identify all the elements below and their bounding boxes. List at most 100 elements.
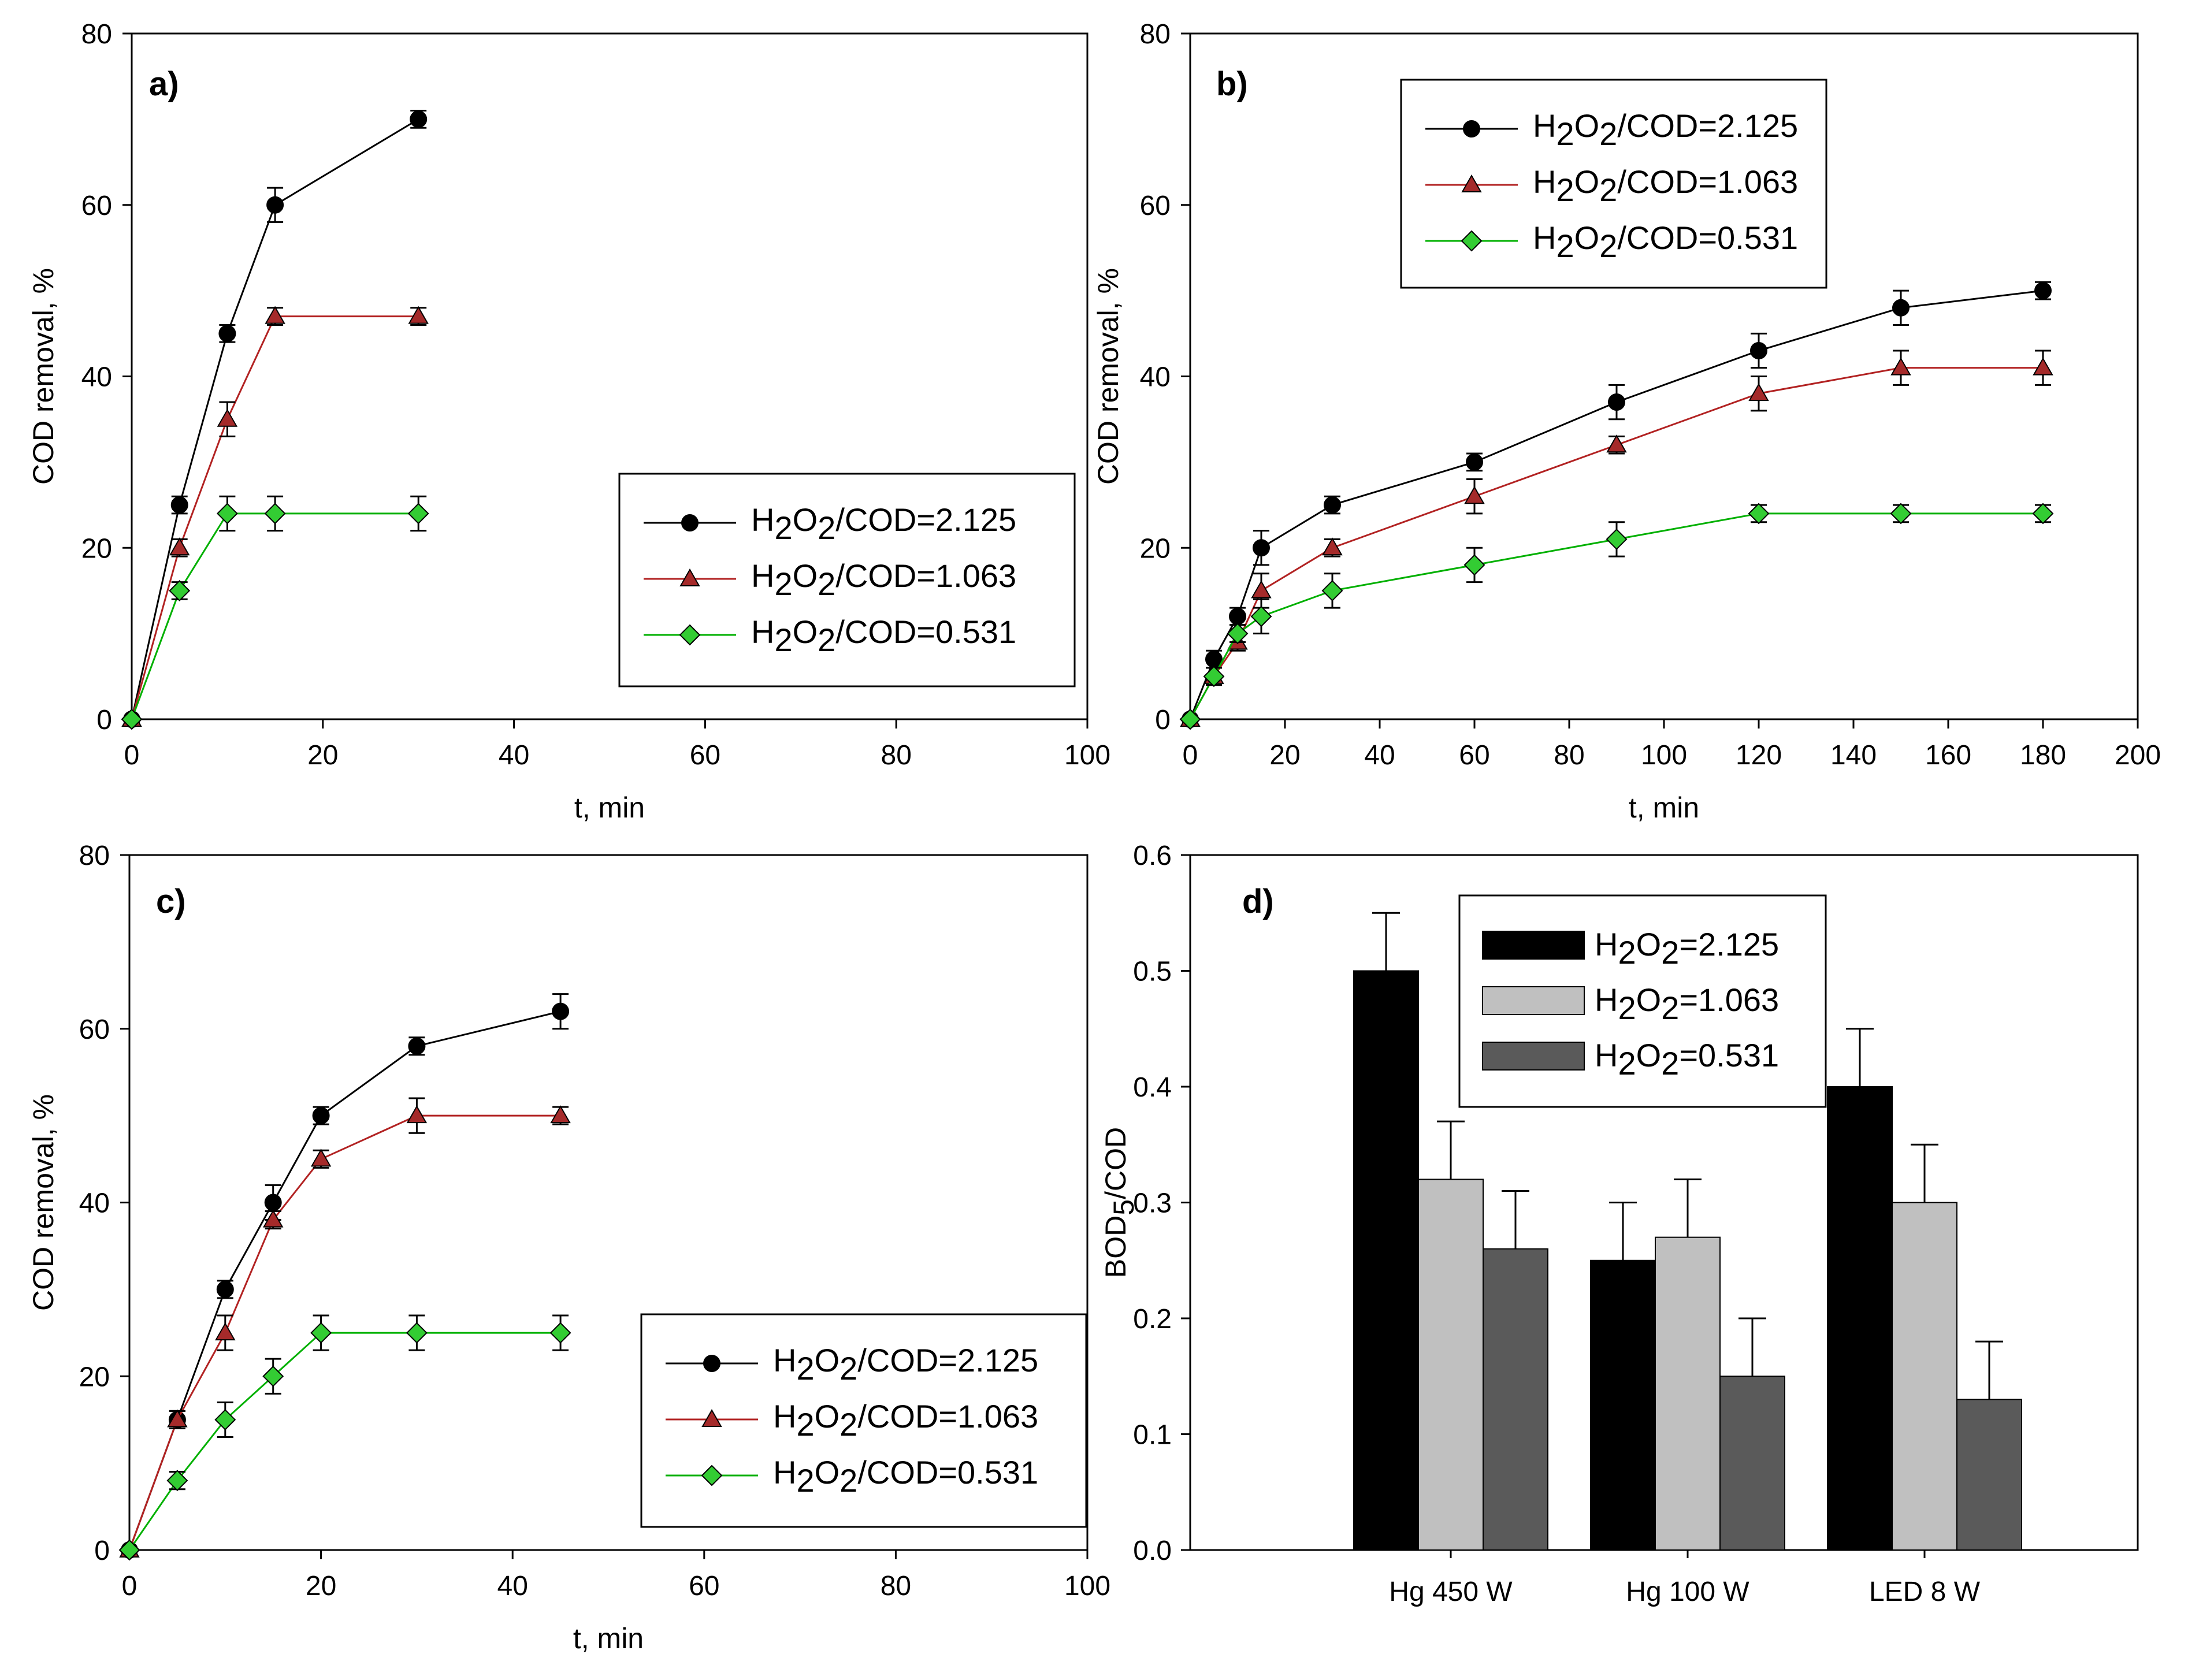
legend-text-prefix: H xyxy=(773,1342,796,1378)
category-label: Hg 100 W xyxy=(1626,1577,1749,1607)
legend-text-mid: O xyxy=(1636,982,1662,1018)
legend-swatch xyxy=(1482,1042,1585,1071)
x-tick-label: 160 xyxy=(1925,740,1971,771)
data-point xyxy=(312,1107,330,1125)
legend-text-suffix: =1.063 xyxy=(1679,982,1779,1018)
legend-text-mid: O xyxy=(793,501,818,538)
data-point xyxy=(262,1365,284,1387)
series-line xyxy=(131,512,419,720)
category-label: Hg 450 W xyxy=(1389,1577,1513,1607)
data-point xyxy=(1250,605,1272,627)
series-line xyxy=(1189,512,2043,720)
data-point xyxy=(410,110,428,128)
legend: H2O2/COD=2.125H2O2/COD=1.063H2O2/COD=0.5… xyxy=(640,1313,1087,1528)
legend-text-sub1: 2 xyxy=(1556,116,1574,152)
data-point xyxy=(121,708,143,730)
legend-marker xyxy=(681,514,699,531)
x-tick-label: 20 xyxy=(307,740,338,771)
y-label-sub: 5 xyxy=(1108,1199,1140,1216)
y-label-main: BOD xyxy=(1099,1216,1132,1278)
legend-label: H2O2=2.125 xyxy=(1595,926,1779,971)
x-tick-label: 40 xyxy=(497,1571,528,1601)
legend-text-sub1: 2 xyxy=(796,1406,814,1443)
y-tick-label: 20 xyxy=(79,1362,110,1392)
legend-label: H2O2/COD=0.531 xyxy=(1533,220,1798,264)
data-point xyxy=(552,1002,570,1020)
legend-label: H2O2/COD=1.063 xyxy=(1533,163,1798,208)
data-point xyxy=(169,537,190,556)
data-point xyxy=(1890,503,1912,525)
legend-text-sub1: 2 xyxy=(796,1462,814,1499)
data-point xyxy=(216,1280,234,1298)
legend-text-sub1: 2 xyxy=(1556,172,1574,208)
data-point xyxy=(1324,496,1341,514)
legend-text-suffix: /COD=1.063 xyxy=(857,1398,1038,1434)
series-line xyxy=(1189,367,2043,720)
data-point xyxy=(118,1539,140,1561)
data-point xyxy=(310,1149,332,1167)
legend-label: H2O2/COD=2.125 xyxy=(773,1342,1038,1387)
x-tick-label: 80 xyxy=(881,1571,911,1601)
panel-label: c) xyxy=(156,883,186,920)
legend-text-suffix: =2.125 xyxy=(1679,926,1779,962)
data-point xyxy=(1608,393,1625,411)
legend-text-mid: O xyxy=(793,614,818,650)
y-axis-label: BOD5/COD xyxy=(1099,1127,1140,1278)
legend-text-sub1: 2 xyxy=(1618,1045,1636,1081)
data-point xyxy=(1466,453,1483,471)
legend-text-suffix: /COD=2.125 xyxy=(835,501,1016,538)
legend-label: H2O2/COD=0.531 xyxy=(751,614,1016,658)
series-line xyxy=(128,1010,561,1551)
legend-text-mid: O xyxy=(1636,926,1662,962)
panel-b: 0 20 40 60 80 100 120 140 160 180 200 0 20 40 60 80 t, m… xyxy=(1092,19,2161,824)
legend-text-prefix: H xyxy=(1595,1037,1618,1073)
y-tick-label: 0.1 xyxy=(1133,1420,1172,1451)
x-tick-label: 180 xyxy=(2020,740,2066,771)
y-tick-label: 80 xyxy=(79,841,110,871)
data-point xyxy=(264,503,286,525)
legend-marker xyxy=(1463,120,1480,137)
y-tick-label: 60 xyxy=(81,191,112,221)
data-point xyxy=(407,503,429,525)
legend-text-suffix: /COD=0.531 xyxy=(835,614,1016,650)
bar xyxy=(1827,1086,1893,1551)
data-point xyxy=(1464,486,1485,504)
y-tick-label: 40 xyxy=(79,1188,110,1219)
y-tick-label: 0.2 xyxy=(1133,1304,1172,1335)
legend-text-prefix: H xyxy=(751,557,774,594)
y-tick-label: 20 xyxy=(1140,533,1171,564)
category-label: LED 8 W xyxy=(1869,1577,1981,1607)
data-point xyxy=(1606,528,1628,550)
data-point xyxy=(264,1194,282,1211)
legend-text-sub2: 2 xyxy=(839,1462,857,1499)
data-point xyxy=(262,1209,284,1228)
panel-a: 0 20 40 60 80 100 0 20 40 60 80 t, min COD removal, … xyxy=(27,19,1110,824)
legend-text-prefix: H xyxy=(1533,107,1556,144)
legend-text-sub1: 2 xyxy=(774,566,792,602)
y-tick-label: 0.3 xyxy=(1133,1188,1172,1219)
legend-text-suffix: /COD=0.531 xyxy=(857,1454,1038,1491)
legend-text-sub1: 2 xyxy=(796,1350,814,1387)
data-point xyxy=(1253,539,1270,557)
legend-text-sub1: 2 xyxy=(774,622,792,658)
data-point xyxy=(1890,357,1911,376)
legend-text-sub2: 2 xyxy=(1661,990,1679,1026)
legend-text-sub1: 2 xyxy=(1556,228,1574,264)
legend-text-sub2: 2 xyxy=(1599,228,1617,264)
data-point xyxy=(1748,383,1769,402)
legend-text-suffix: /COD=1.063 xyxy=(1617,163,1798,200)
data-point xyxy=(217,408,238,427)
bar xyxy=(1892,1202,1957,1551)
legend-text-suffix: /COD=2.125 xyxy=(1617,107,1798,144)
bar xyxy=(1590,1259,1656,1551)
y-tick-label: 80 xyxy=(1140,19,1171,50)
legend-text-mid: O xyxy=(1574,107,1600,144)
x-axis-label: t, min xyxy=(574,791,645,824)
legend-marker xyxy=(703,1355,720,1372)
legend-label: H2O2/COD=1.063 xyxy=(751,557,1016,602)
legend-text-prefix: H xyxy=(1595,926,1618,962)
panel-label: a) xyxy=(149,65,179,103)
legend-text-suffix: /COD=1.063 xyxy=(835,557,1016,594)
x-tick-label: 200 xyxy=(2115,740,2161,771)
